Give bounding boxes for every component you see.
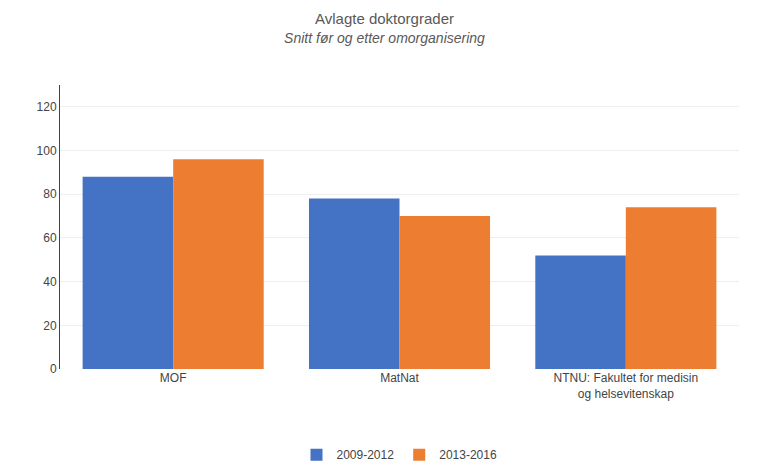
svg-text:NTNU: Fakultet for medisinog h: NTNU: Fakultet for medisinog helsevitens… (553, 371, 698, 401)
svg-text:120: 120 (37, 100, 57, 114)
svg-text:2009-2012: 2009-2012 (337, 448, 395, 462)
svg-text:60: 60 (43, 231, 57, 245)
svg-text:40: 40 (43, 275, 57, 289)
svg-text:20: 20 (43, 319, 57, 333)
svg-text:80: 80 (43, 187, 57, 201)
svg-text:MatNat: MatNat (380, 371, 419, 385)
svg-text:MOF: MOF (160, 371, 187, 385)
svg-text:100: 100 (37, 144, 57, 158)
svg-text:Avlagte doktorgraderSnitt før: Avlagte doktorgraderSnitt før og etter o… (284, 10, 485, 47)
svg-text:2013-2016: 2013-2016 (439, 448, 497, 462)
svg-text:0: 0 (50, 362, 57, 376)
